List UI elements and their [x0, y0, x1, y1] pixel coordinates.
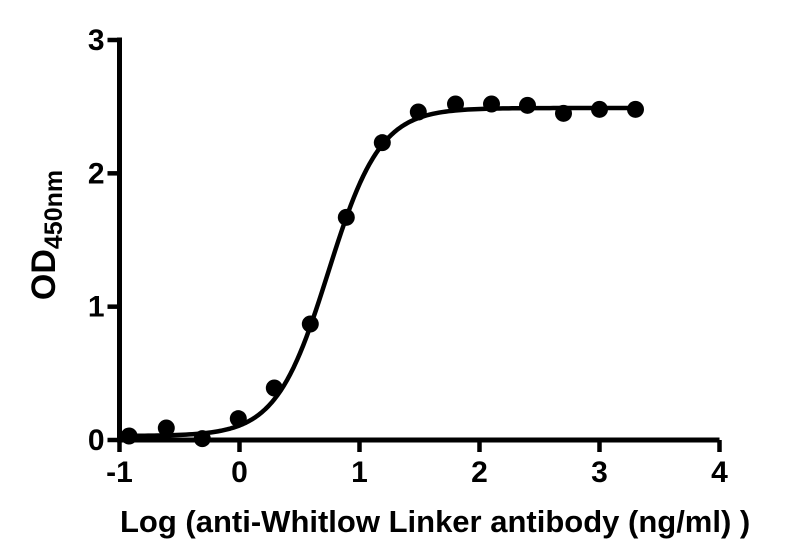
x-tick-label: 2	[471, 456, 488, 489]
data-point	[301, 315, 319, 333]
y-tick-label: 1	[88, 291, 105, 324]
x-axis-title: Log (anti-Whitlow Linker antibody (ng/ml…	[120, 504, 751, 539]
y-axis-title-main: OD	[25, 249, 63, 301]
data-point	[337, 208, 355, 226]
data-point	[447, 95, 464, 113]
x-tick-label: 1	[351, 456, 368, 489]
x-tick-label: 0	[231, 456, 248, 489]
data-point	[265, 379, 283, 397]
x-tick-label: -1	[106, 456, 133, 489]
data-point	[627, 100, 644, 118]
data-point	[483, 95, 500, 113]
y-tick-label: 0	[88, 424, 105, 457]
y-tick-label: 2	[88, 157, 105, 190]
x-tick-label: 3	[591, 456, 608, 489]
y-axis-title-subscript: 450nm	[40, 169, 68, 250]
data-point	[555, 104, 572, 122]
data-point	[519, 96, 536, 114]
y-tick-label: 3	[88, 24, 105, 57]
data-point	[409, 103, 427, 121]
data-point	[591, 100, 608, 118]
data-point	[120, 427, 138, 445]
data-point	[229, 410, 247, 428]
data-point	[193, 430, 211, 448]
x-tick-label: 4	[711, 456, 728, 489]
data-point	[157, 419, 175, 437]
data-point	[373, 134, 391, 152]
fit-curve	[126, 105, 638, 439]
y-axis-title: OD450nm	[25, 170, 69, 300]
